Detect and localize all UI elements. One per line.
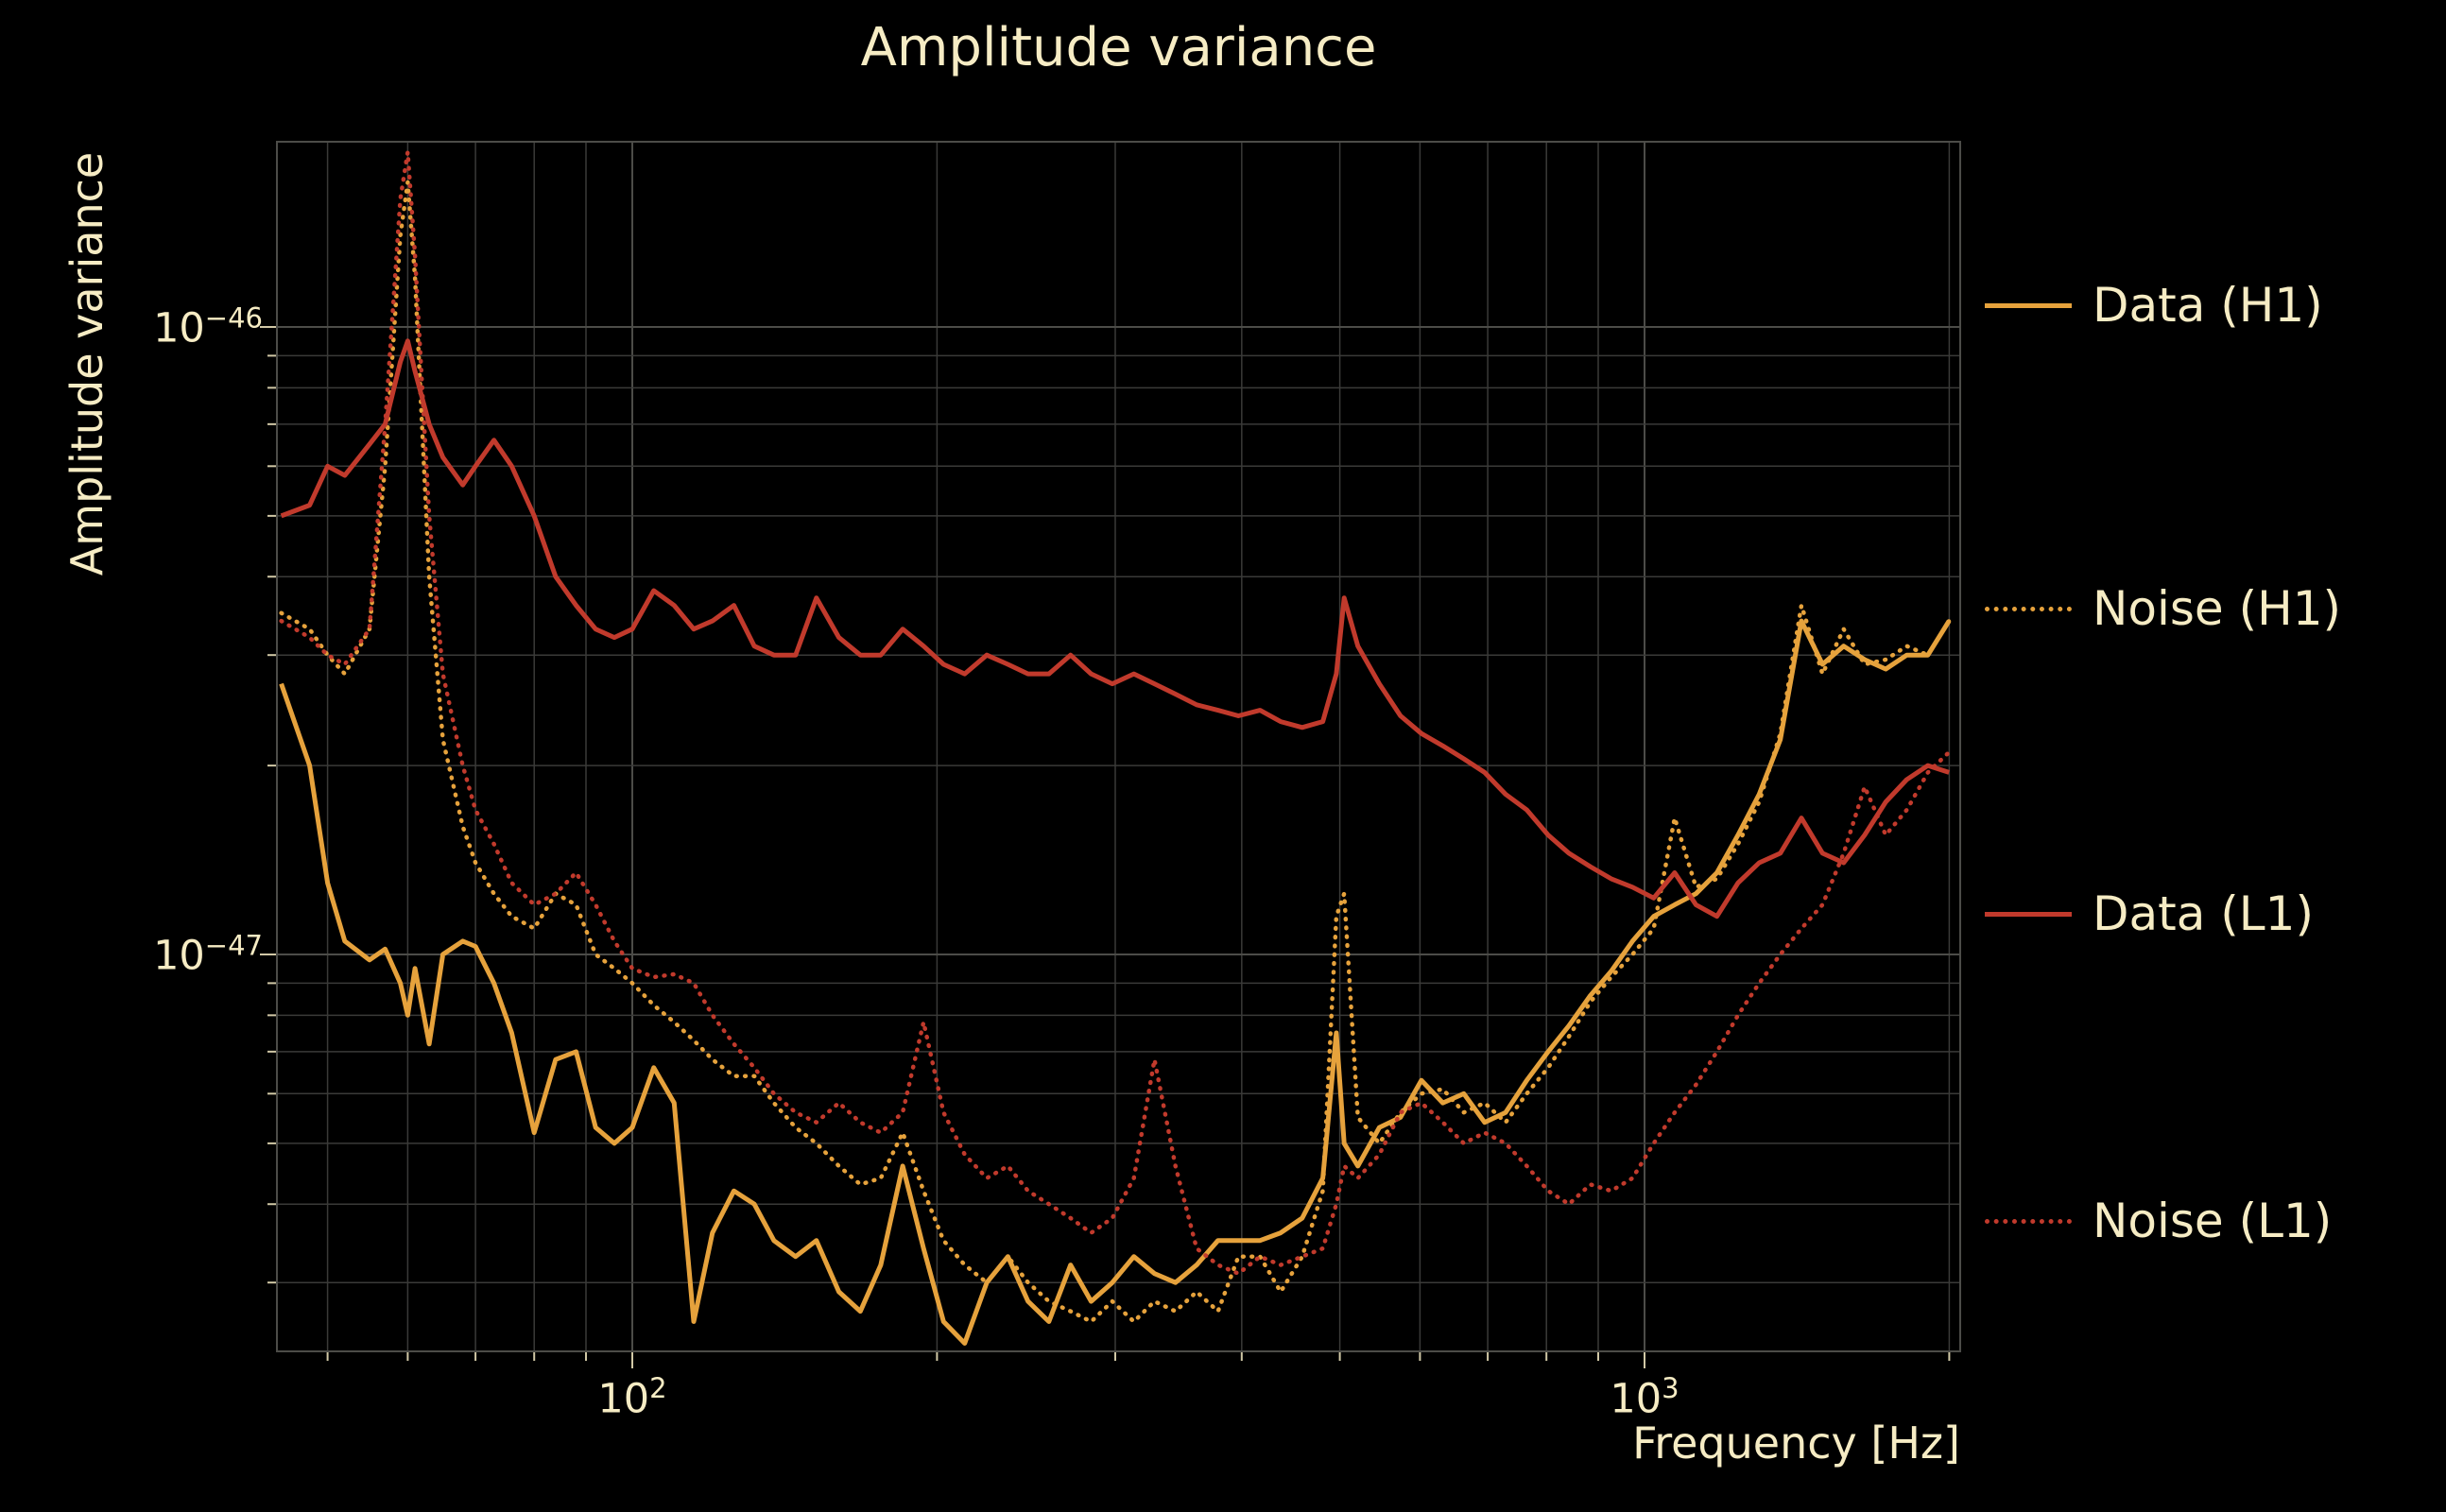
legend-line-sample-solid-gold [1985, 302, 2072, 308]
legend-line-sample-dotted-red [1985, 1218, 2072, 1224]
x-axis-label: Frequency [Hz] [1632, 1418, 1960, 1469]
y-tick-label-1e-46: 10−46 [153, 301, 263, 352]
legend: Data (H1) Noise (H1) Data (L1) Noise (L1… [1985, 0, 2438, 1512]
legend-item-data-l1: Data (L1) [1985, 886, 2314, 941]
chart-title: Amplitude variance [860, 17, 1377, 78]
legend-item-noise-l1: Noise (L1) [1985, 1194, 2332, 1248]
legend-item-noise-h1: Noise (H1) [1985, 581, 2341, 636]
legend-line-sample-solid-red [1985, 911, 2072, 917]
x-tick-label-100: 102 [597, 1372, 667, 1423]
y-axis-label: Amplitude variance [61, 151, 112, 576]
legend-line-sample-dotted-gold [1985, 606, 2072, 611]
x-tick-label-1000: 103 [1610, 1372, 1679, 1423]
y-tick-label-1e-47: 10−47 [153, 929, 263, 980]
legend-item-data-h1: Data (H1) [1985, 278, 2323, 333]
